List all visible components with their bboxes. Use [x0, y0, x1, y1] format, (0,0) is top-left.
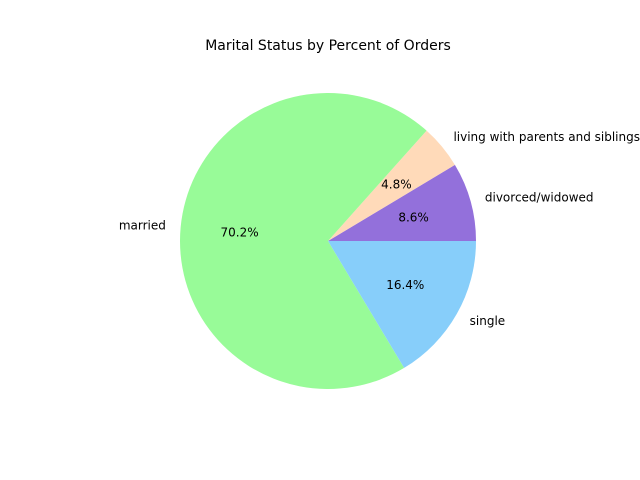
chart-title: Marital Status by Percent of Orders	[205, 38, 451, 54]
pie-slice-married	[179, 92, 427, 389]
slice-label-living-with-parents-and-siblings: living with parents and siblings	[453, 130, 640, 144]
pie-slices	[179, 92, 476, 389]
pie-slice-single	[328, 241, 476, 368]
slice-percent-single: 16.4%	[386, 278, 424, 292]
slice-label-married: married	[119, 219, 166, 233]
pie-slice-living-with-parents-and-siblings	[328, 130, 455, 241]
slice-percent-divorced-widowed: 8.6%	[398, 210, 429, 224]
pie-labels: divorced/widowed 8.6% living with parents …	[119, 130, 640, 328]
slice-percent-married: 70.2%	[221, 226, 259, 240]
slice-label-divorced-widowed: divorced/widowed	[485, 191, 594, 205]
pie-slice-divorced-widowed	[328, 164, 476, 241]
slice-label-single: single	[470, 314, 506, 328]
slice-percent-living-with-parents-and-siblings: 4.8%	[381, 177, 412, 191]
